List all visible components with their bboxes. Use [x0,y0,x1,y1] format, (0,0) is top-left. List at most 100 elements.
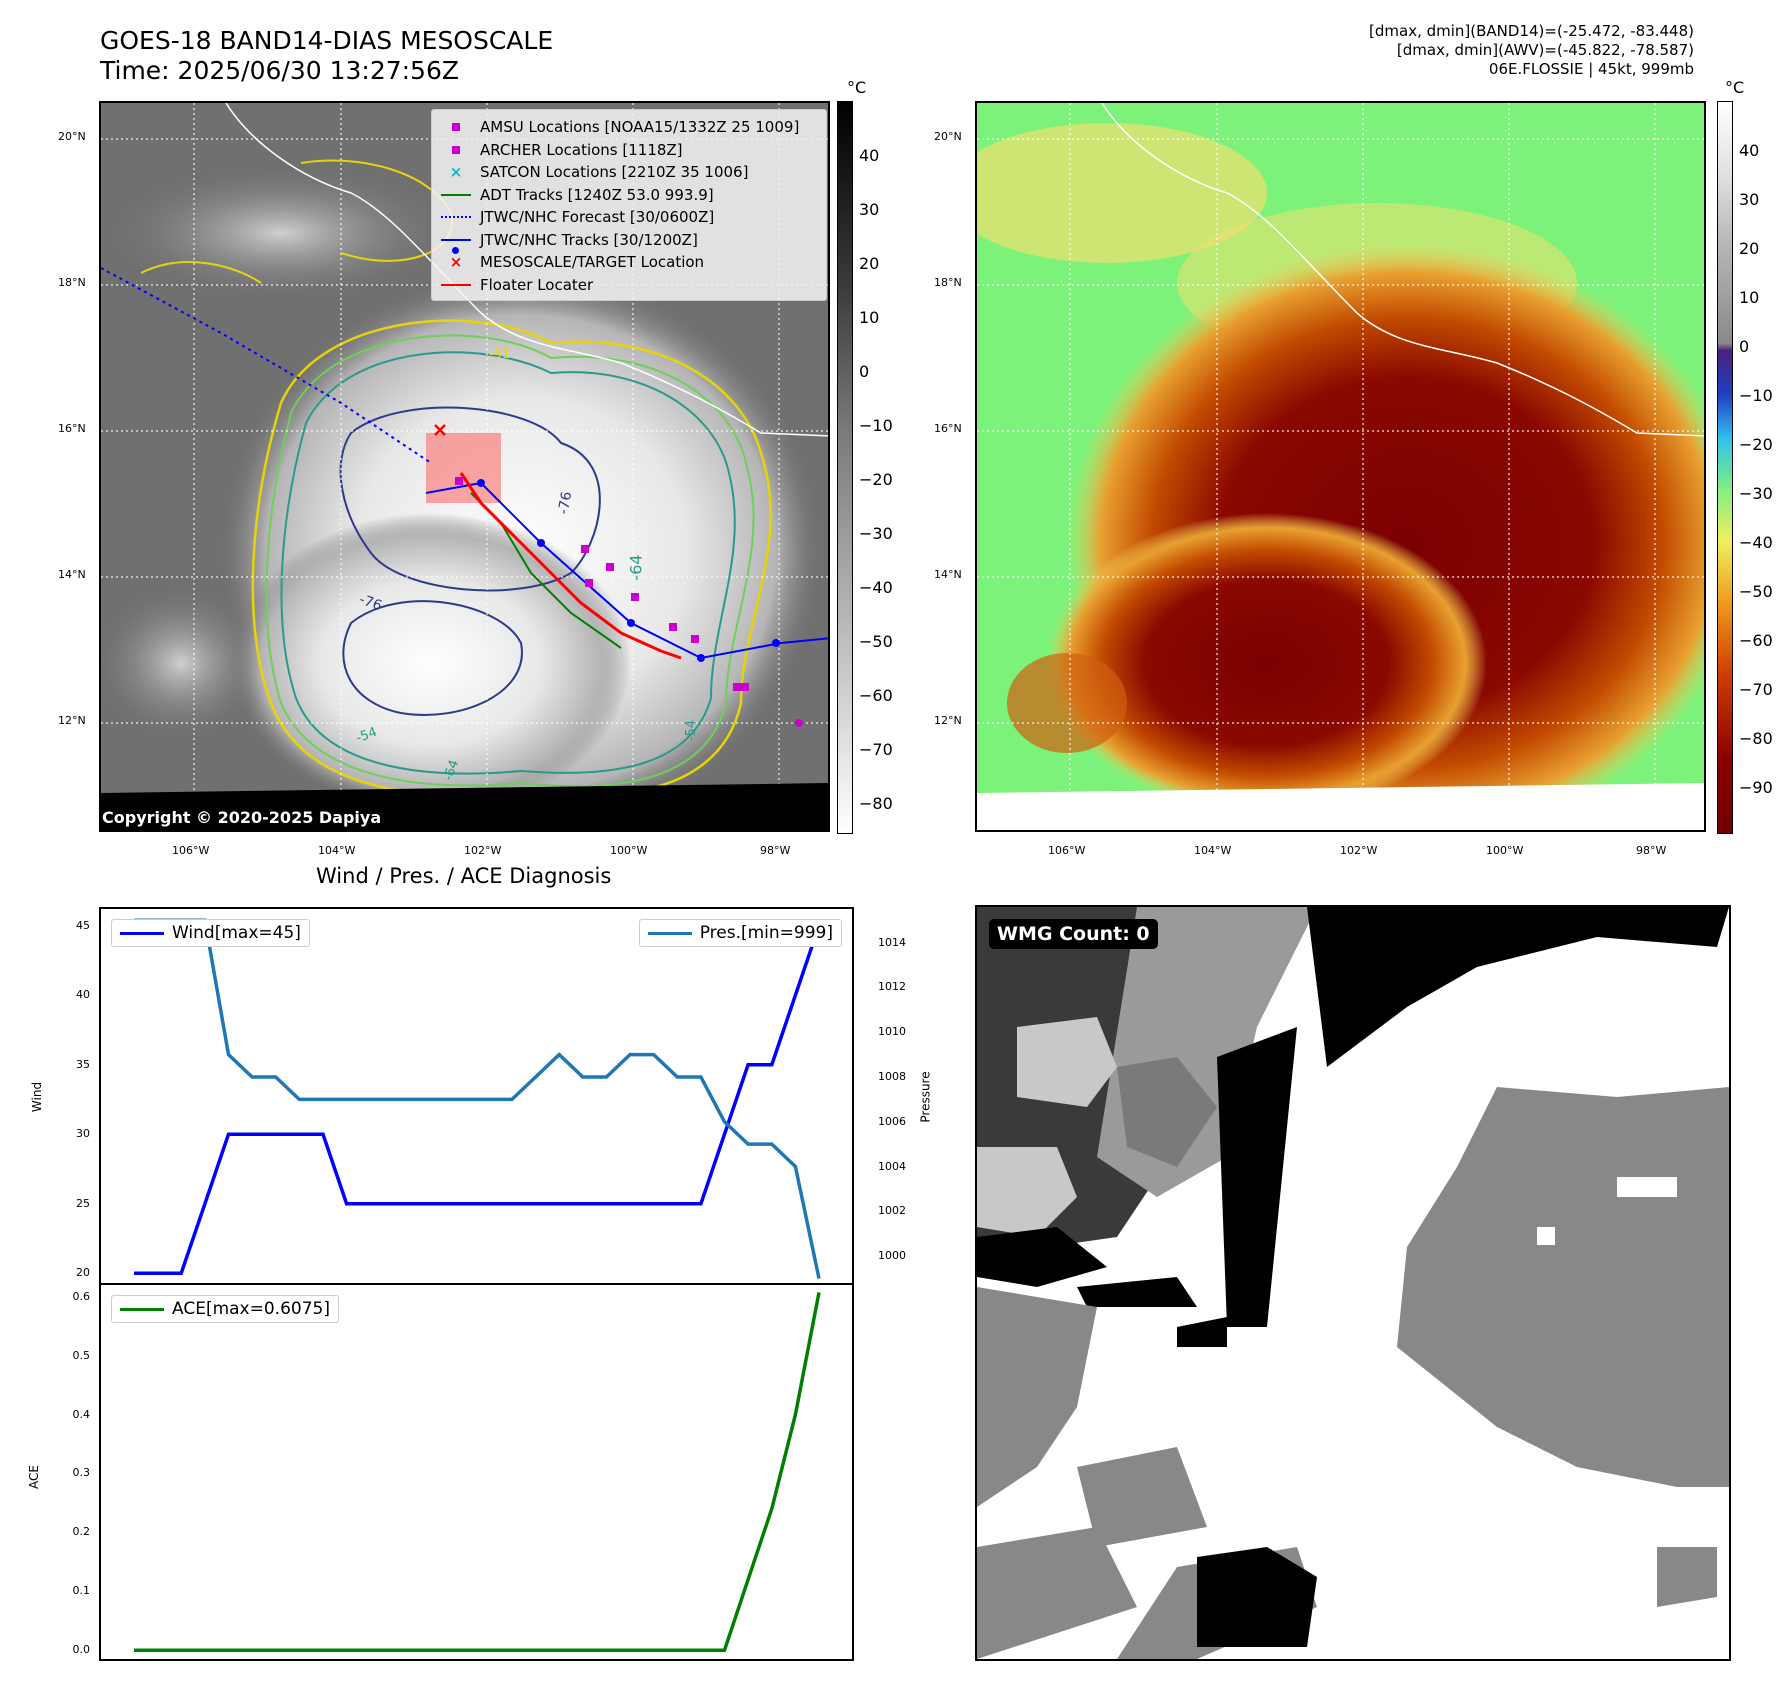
wind-left-tick: 30 [76,1127,90,1141]
lat-label: 12°N [58,714,86,727]
ace-left-tick: 0.2 [72,1525,91,1539]
wind-pres-chart: Wind[max=45] Pres.[min=999] [99,907,854,1285]
colorbar-left-tick: −10 [859,416,893,435]
pres-legend: Pres.[min=999] [638,919,842,947]
ace-legend: ACE[max=0.6075] [111,1295,339,1323]
colorbar-right-tick: 20 [1739,239,1760,258]
lat-label: 14°N [934,568,962,581]
colorbar-left-tick: −70 [859,740,893,759]
colorbar-right-tick: −90 [1739,778,1773,797]
square-icon [440,123,472,132]
colorbar-left-tick: 20 [859,254,880,273]
colorbar-right-tick: −20 [1739,435,1773,454]
square-icon [440,145,472,154]
ace-line [134,1292,821,1652]
ace-legend-label: ACE[max=0.6075] [172,1299,330,1319]
ace-left-tick: 0.1 [72,1584,91,1598]
lat-label: 12°N [934,714,962,727]
wind-left-tick: 40 [76,988,90,1002]
colorbar-right-tick: −50 [1739,582,1773,601]
colorbar-right-tick: 0 [1739,337,1750,356]
lat-label: 18°N [58,276,86,289]
colorbar-left-tick: −60 [859,686,893,705]
colorbar-right-tick: 30 [1739,190,1760,209]
contour-label: -54 [684,719,700,742]
title-line-2: Time: 2025/06/30 13:27:56Z [100,56,459,85]
ace-left-tick: 0.5 [72,1348,91,1362]
ace-left-tick: 0.4 [72,1407,91,1421]
lat-label: 14°N [58,568,86,581]
lon-label: 106°W [172,844,210,857]
wind-pres-plot [134,918,821,1279]
contour-label: -64 [626,554,646,581]
wind-legend-line-icon [120,931,164,935]
lat-label: 18°N [934,276,962,289]
legend-entry: × MESOSCALE/TARGET Location [440,251,818,274]
wind-right-tick: 1004 [878,1159,906,1173]
legend-entry: JTWC/NHC Forecast [30/0600Z] [440,206,818,229]
legend-entry: ADT Tracks [1240Z 53.0 993.9] [440,184,818,207]
ace-plot [134,1292,821,1652]
colorbar-left-tick: −20 [859,470,893,489]
wmg-count-badge: WMG Count: 0 [989,919,1158,949]
diagnosis-title: Wind / Pres. / ACE Diagnosis [316,864,612,888]
colorbar-left-tick: −30 [859,524,893,543]
lon-label: 100°W [610,844,648,857]
legend-entry: × SATCON Locations [2210Z 35 1006] [440,161,818,184]
stats-line-3: 06E.FLOSSIE | 45kt, 999mb [1488,60,1694,78]
awv-map-imagery [977,103,1704,830]
lon-label: 106°W [1048,844,1086,857]
colorbar-right-tick: −10 [1739,386,1773,405]
stats-line-2: [dmax, dmin](AWV)=(-45.822, -78.587) [1396,41,1694,59]
title-line-1: GOES-18 BAND14-DIAS MESOSCALE [100,26,554,55]
lat-label: 16°N [934,422,962,435]
stats-block: [dmax, dmin](BAND14)=(-25.472, -83.448) … [1369,22,1694,79]
colorbar-right-tick: −80 [1739,729,1773,748]
ace-chart: ACE[max=0.6075] [99,1283,854,1661]
colorbar-left [837,101,853,834]
pres-legend-line-icon [647,931,692,935]
awv-map-panel[interactable] [975,101,1706,832]
colorbar-right [1717,101,1733,834]
colorbar-right-tick: −60 [1739,631,1773,650]
lon-label: 104°W [318,844,356,857]
wind-line [134,925,821,1276]
line-dot-icon [440,238,472,254]
colorbar-left-tick: −40 [859,578,893,597]
contour-label: -31 [489,347,511,362]
wmg-panel: WMG Count: 0 [975,905,1731,1661]
ace-left-tick: 0.3 [72,1466,91,1480]
colorbar-right-tick: −70 [1739,680,1773,699]
dotted-line-icon [440,216,472,219]
colorbar-left-tick: 40 [859,146,880,165]
wmg-imagery [977,907,1729,1659]
wind-right-tick: 1000 [878,1249,906,1263]
line-icon [440,193,472,196]
colorbar-right-tick: −40 [1739,533,1773,552]
lon-label: 98°W [1636,844,1667,857]
colorbar-right-tick: −30 [1739,484,1773,503]
colorbar-right-tick: 10 [1739,288,1760,307]
colorbar-left-tick: 30 [859,200,880,219]
ir-map-panel[interactable]: -76 -76 -64 -54 -54 -64 -31 AMSU Locatio… [99,101,830,832]
lat-label: 16°N [58,422,86,435]
lon-label: 100°W [1486,844,1524,857]
wind-left-tick: 20 [76,1266,90,1280]
x-marker-icon: × [449,253,463,272]
lon-label: 104°W [1194,844,1232,857]
legend-entry: AMSU Locations [NOAA15/1332Z 25 1009] [440,116,818,139]
colorbar-left-tick: −80 [859,794,893,813]
pressure-axis-label: Pressure [918,1071,933,1123]
lat-label: 20°N [934,130,962,143]
x-marker-icon: × [449,163,463,182]
wind-axis-label: Wind [30,1081,45,1113]
lon-label: 102°W [464,844,502,857]
wind-left-tick: 25 [76,1196,90,1210]
colorbar-left-tick: 0 [859,362,870,381]
lon-label: 98°W [760,844,791,857]
wind-right-tick: 1014 [878,935,906,949]
stats-line-1: [dmax, dmin](BAND14)=(-25.472, -83.448) [1369,22,1694,40]
colorbar-left-tick: −50 [859,632,893,651]
pressure-line [134,918,821,1279]
lat-label: 20°N [58,130,86,143]
